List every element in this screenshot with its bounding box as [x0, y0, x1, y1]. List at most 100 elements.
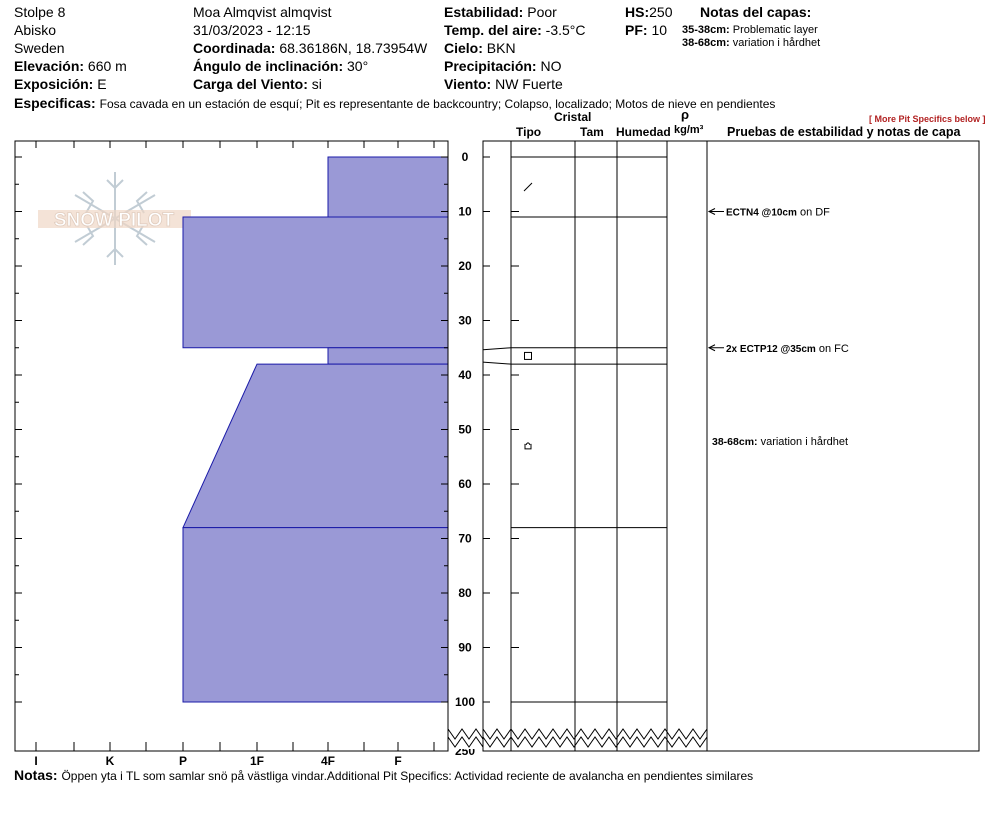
depth-tick-label: 30 [458, 314, 472, 328]
layer-notes-title: Notas del capas: [700, 4, 812, 20]
precip-value: NO [540, 58, 562, 74]
wind-load-label: Carga del Viento: [193, 76, 308, 92]
observation-datetime: 31/03/2023 - 12:15 [193, 22, 311, 38]
depth-tick-label: 0 [462, 150, 469, 164]
hardness-layer [182, 363, 448, 529]
hs-value: 250 [649, 4, 673, 20]
hardness-axis: I K P 1F 4F F [34, 141, 435, 768]
stability-row: Estabilidad: Poor [444, 4, 557, 20]
axis-break-zigzag [447, 728, 484, 740]
snowflake-icon [74, 172, 156, 265]
hardness-layer [182, 527, 448, 703]
grain-symbol-square [524, 351, 532, 360]
chart-frames [14, 140, 980, 752]
axis-break-zigzag [510, 736, 708, 748]
air-temp-row: Temp. del aire: -3.5°C [444, 22, 586, 38]
hardness-layer [327, 156, 448, 218]
depth-tick-label: 50 [458, 423, 472, 437]
notes-value: Öppen yta i TL som samlar snö på västlig… [61, 769, 754, 783]
logo-text: SNOW PILOT [54, 210, 175, 231]
grain-symbols [523, 182, 533, 450]
hardness-tick-label: 4F [321, 754, 335, 768]
axis-break-zigzag [510, 728, 708, 740]
snowpilot-logo: SNOW PILOT [38, 172, 191, 265]
depth-tick-label: 100 [455, 695, 475, 709]
layer-note-2: 38-68cm: variation i hårdhet [682, 37, 820, 50]
specifics-value: Fosa cavada en un estación de esquí; Pit… [99, 97, 776, 111]
hardness-frame [14, 140, 449, 752]
stability-tests: ECTN4 @10cm on DF 2x ECTP12 @35cm on FC 38… [707, 207, 849, 448]
test-result-label: ECTN4 @10cm [726, 208, 797, 219]
layers-frame [482, 140, 980, 752]
precip-label: Precipitación: [444, 58, 537, 74]
depth-tick-label: 70 [458, 532, 472, 546]
hardness-layer [182, 216, 448, 349]
test-result-text: 2x ECTP12 @35cm on FC [726, 343, 849, 355]
pit-location: Abisko [14, 22, 57, 38]
test-arrow-head [707, 344, 716, 352]
notes-row: Notas: Öppen yta i TL som samlar snö på … [14, 767, 753, 783]
rho-header: ρ [681, 107, 690, 122]
specifics-row: Especificas: Fosa cavada en un estación … [14, 95, 775, 111]
hardness-tick-label: F [394, 754, 401, 768]
coordinate-row: Coordinada: 68.36186N, 18.73954W [193, 40, 427, 56]
elevation-label: Elevación: [14, 58, 85, 74]
pit-name: Stolpe 8 [14, 4, 66, 20]
wind-label: Viento: [444, 76, 492, 92]
sky-value: BKN [486, 40, 516, 56]
pit-country: Sweden [14, 40, 65, 56]
slope-value: 30° [347, 58, 369, 74]
layer-note-range: 35-38cm: [682, 24, 730, 36]
layer-comment-text: 38-68cm: variation i hårdhet [712, 436, 848, 448]
wind-value: NW Fuerte [495, 76, 563, 92]
aspect-row: Exposición: E [14, 76, 107, 92]
slope-row: Ángulo de inclinación: 30° [193, 58, 368, 74]
coordinate-value: 68.36186N, 18.73954W [279, 40, 428, 56]
test-result-note: on FC [816, 343, 849, 355]
air-temp-value: -3.5°C [545, 22, 586, 38]
hardness-tick-label: K [106, 754, 115, 768]
layer-note-text: Problematic layer [732, 24, 818, 36]
depth-tick-label: 40 [458, 368, 472, 382]
layer-connector [482, 361, 512, 365]
depth-tick-label: 20 [458, 259, 472, 273]
layer-note-1: 35-38cm: Problematic layer [682, 24, 818, 37]
axis-break-zigzag [482, 728, 512, 740]
notes-label: Notas: [14, 767, 58, 783]
depth-tick-label: 90 [458, 641, 472, 655]
grain-symbol-cup [524, 442, 532, 450]
layer-lines [482, 156, 667, 703]
layer-note-range: 38-68cm: [682, 37, 730, 49]
aspect-label: Exposición: [14, 76, 94, 92]
wind-load-row: Carga del Viento: si [193, 76, 322, 92]
aspect-value: E [97, 76, 107, 92]
hardness-tick-label: I [34, 754, 37, 768]
elevation-row: Elevación: 660 m [14, 58, 127, 74]
axis-break-zigzag [482, 736, 512, 748]
hs-label: HS: [625, 4, 650, 20]
axis-break-zigzag [447, 736, 484, 748]
layer-note-text: variation i hårdhet [732, 37, 821, 49]
sky-row: Cielo: BKN [444, 40, 516, 56]
coordinate-label: Coordinada: [193, 40, 276, 56]
hardness-tick-label: 1F [250, 754, 264, 768]
test-result-label: 2x ECTP12 @35cm [726, 344, 816, 355]
specifics-label: Especificas: [14, 95, 96, 111]
test-result-text: ECTN4 @10cm on DF [726, 207, 830, 219]
more-pit-specifics-link[interactable]: [ More Pit Specifics below ] [869, 114, 986, 124]
depth-tick-label: 80 [458, 586, 472, 600]
wind-row: Viento: NW Fuerte [444, 76, 563, 92]
test-result-note: on DF [797, 207, 830, 219]
size-header: Tam [580, 125, 604, 139]
pf-row: PF: 10 [625, 22, 667, 38]
pf-label: PF: [625, 22, 648, 38]
moisture-header: Humedad [616, 125, 671, 139]
axis-break [447, 725, 708, 749]
sky-label: Cielo: [444, 40, 483, 56]
air-temp-label: Temp. del aire: [444, 22, 542, 38]
depth-tick-label: 60 [458, 477, 472, 491]
layer-comment-range: 38-68cm: [712, 436, 758, 448]
depth-tick-label: 10 [458, 205, 472, 219]
